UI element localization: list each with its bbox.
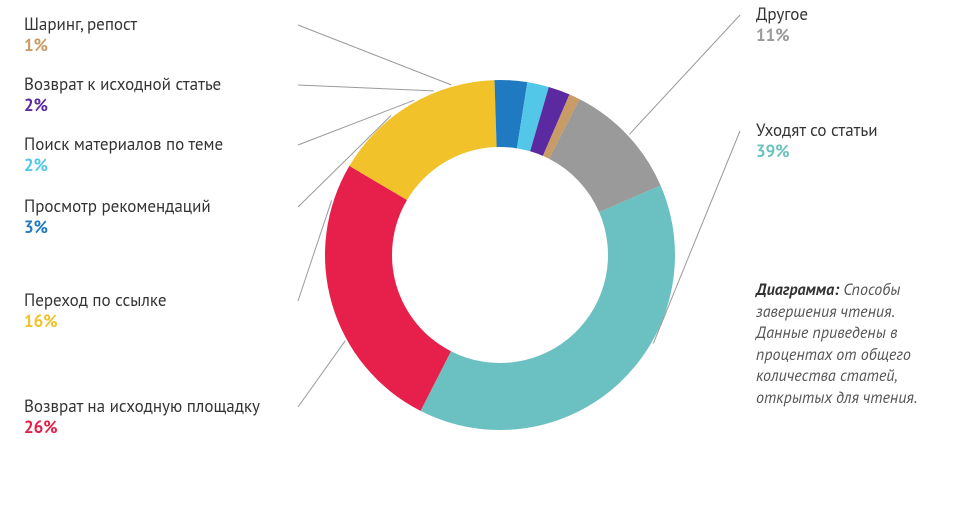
label-value: 2% [24,155,223,176]
label-link: Переход по ссылке16% [24,290,166,333]
label-value: 16% [24,311,166,332]
label-text: Возврат на исходную площадку [24,396,260,417]
leader-other [629,15,740,134]
label-text: Уходят со статьи [756,120,878,141]
label-value: 1% [24,35,137,56]
label-search: Поиск материалов по теме2% [24,134,223,177]
label-recs: Просмотр рекомендаций3% [24,196,211,239]
label-text: Другое [756,4,808,25]
label-value: 3% [24,217,211,238]
label-other: Другое11% [756,4,808,47]
label-back_art: Возврат к исходной статье2% [24,74,221,117]
label-text: Шаринг, репост [24,14,137,35]
caption-lead: Диаграмма: [756,280,839,300]
chart-caption: Диаграмма: Способы завершения чтения. Да… [756,280,946,410]
label-text: Переход по ссылке [24,290,166,311]
leader-back_art [298,85,434,91]
label-share: Шаринг, репост1% [24,14,137,57]
label-value: 11% [756,25,808,46]
label-leave: Уходят со статьи39% [756,120,878,163]
leader-back_site [298,341,345,407]
label-text: Возврат к исходной статье [24,74,221,95]
slice-back_site [325,166,451,411]
label-text: Просмотр рекомендаций [24,196,211,217]
leader-share [298,25,451,85]
label-value: 2% [24,95,221,116]
slice-leave [421,185,675,430]
label-text: Поиск материалов по теме [24,134,223,155]
label-value: 39% [756,141,878,162]
label-back_site: Возврат на исходную площадку26% [24,396,260,439]
label-value: 26% [24,417,260,438]
